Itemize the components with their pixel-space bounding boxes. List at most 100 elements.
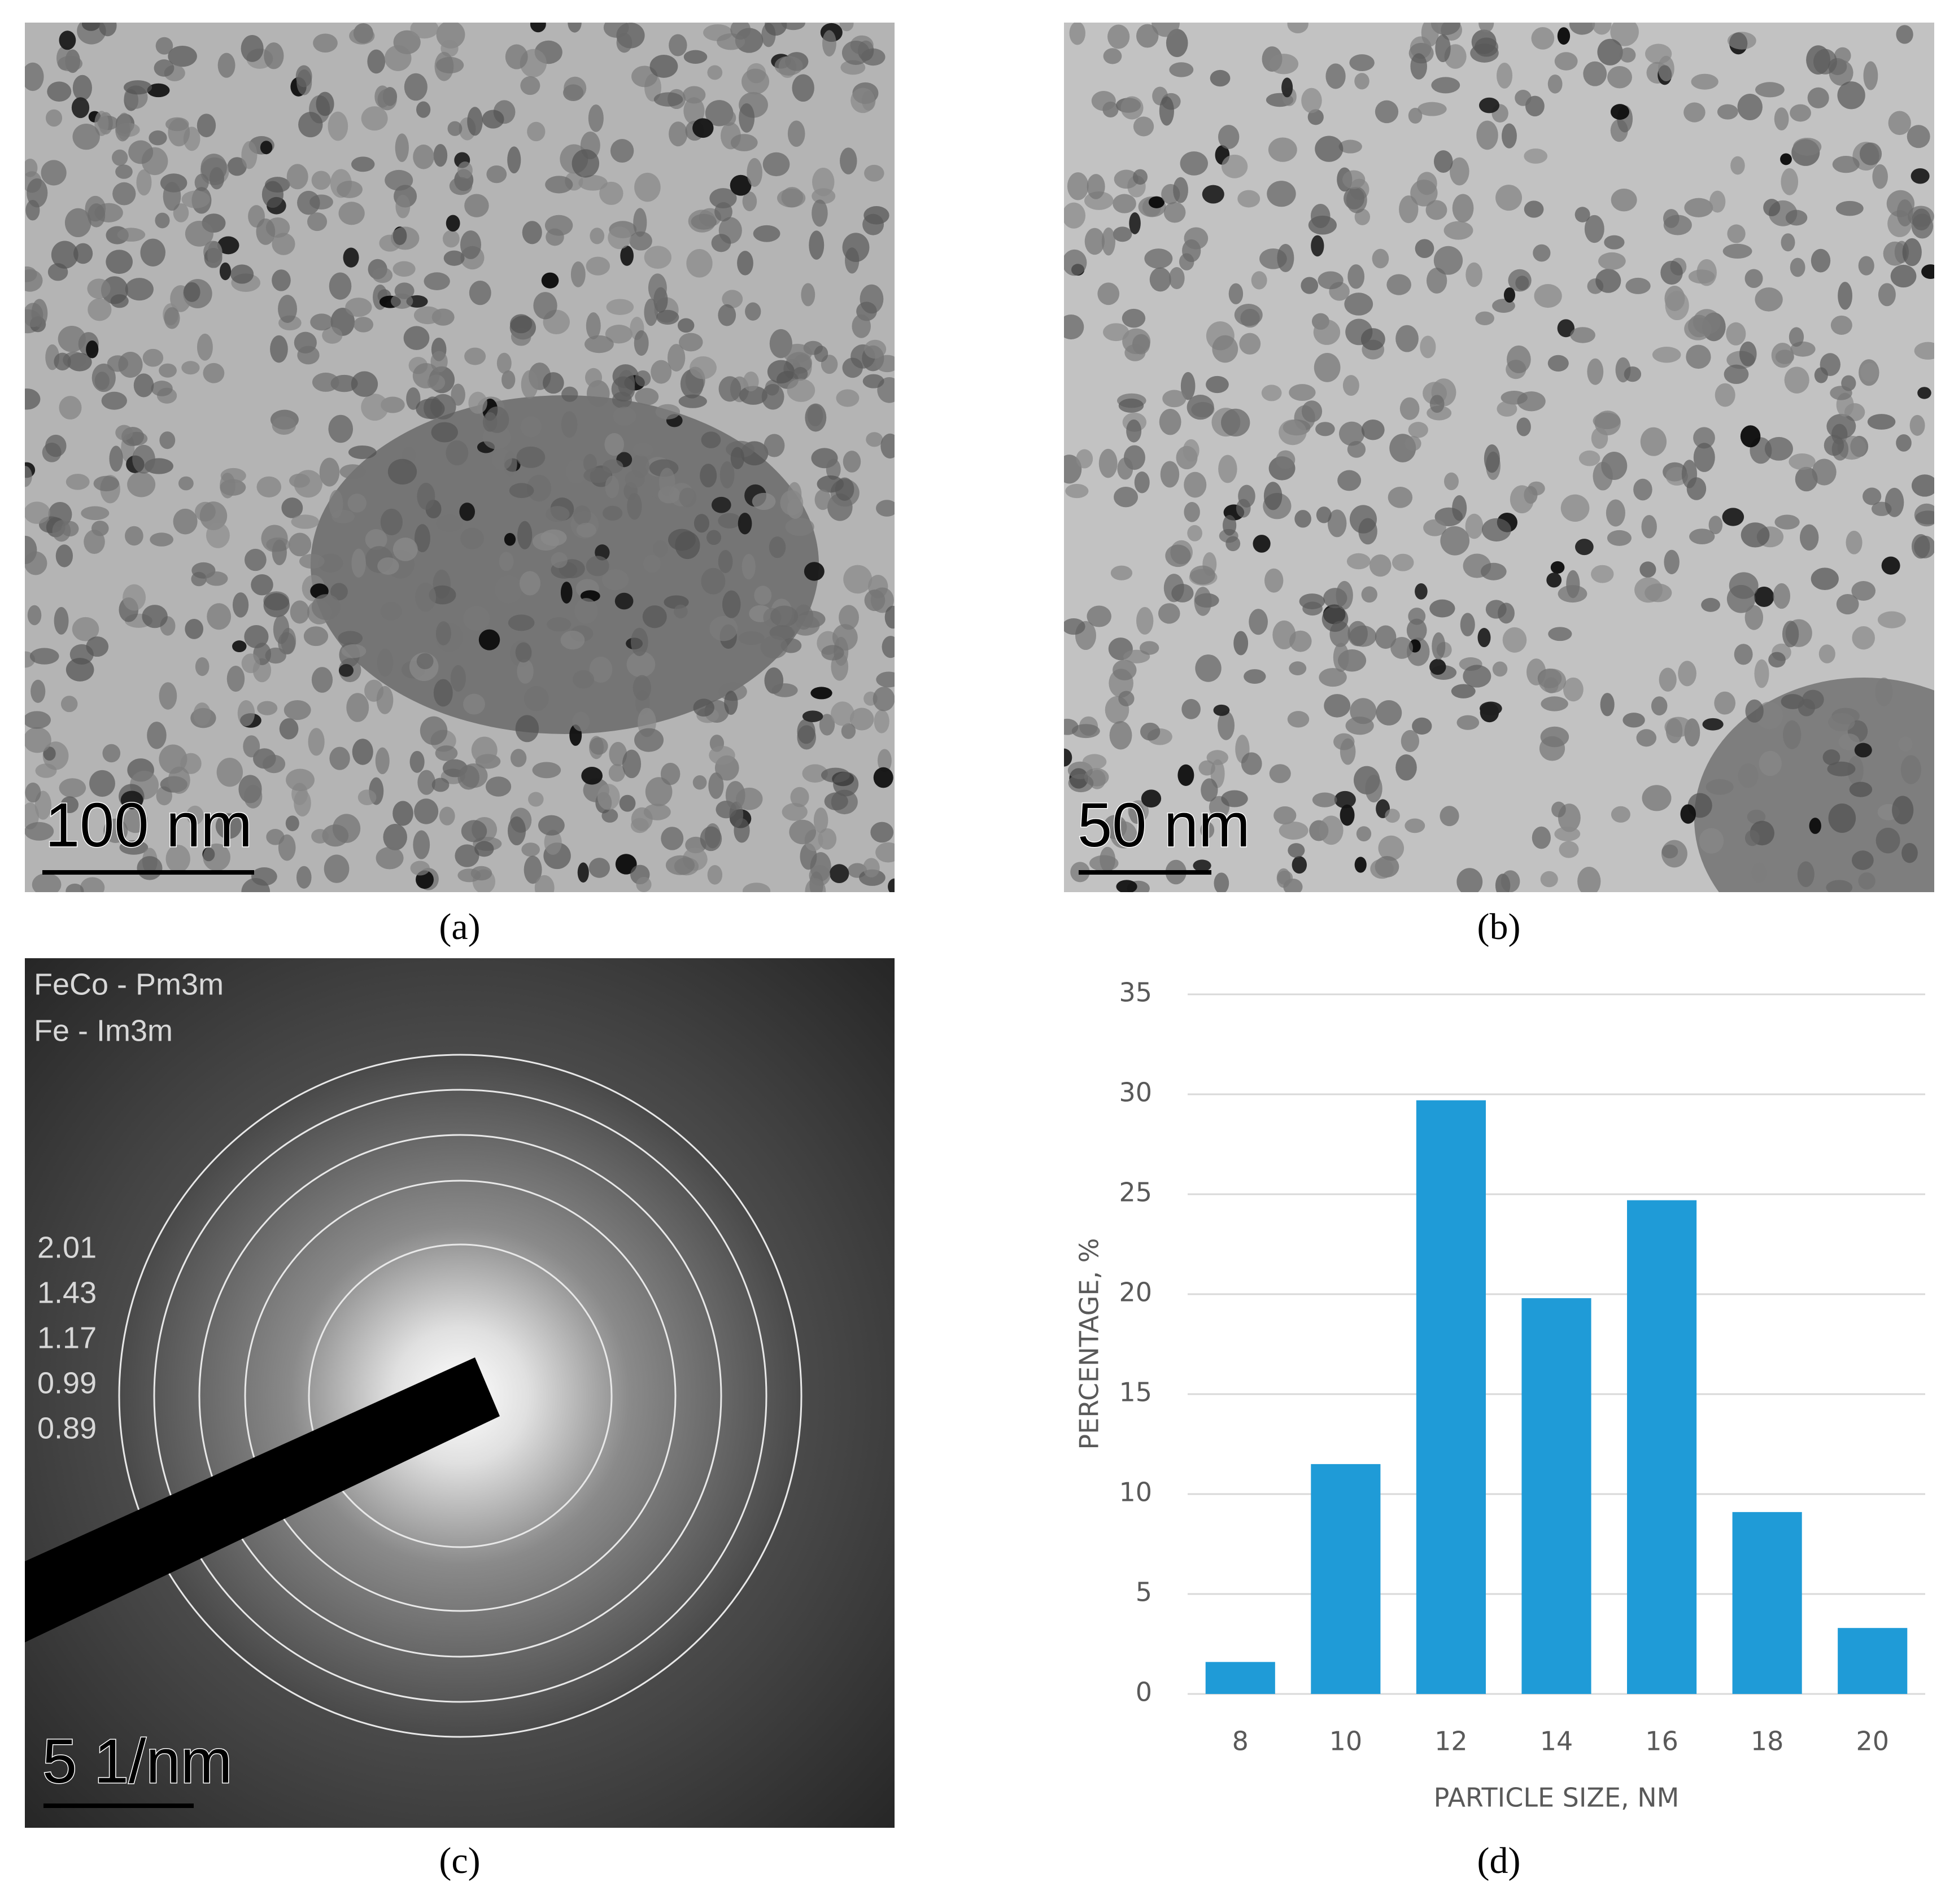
particle [54,352,71,371]
particle [88,203,106,228]
particle [1405,436,1421,451]
particle [446,215,460,232]
particle [311,171,331,190]
particle [297,346,320,365]
particle [1912,208,1931,231]
particle [109,446,123,472]
particle [765,23,787,36]
particle [59,396,82,420]
particle [278,834,296,861]
particle [1852,626,1876,650]
particle [1279,821,1309,840]
particle [1722,508,1744,526]
particle [413,145,434,169]
particle [1822,749,1840,766]
particle [1287,23,1309,34]
particle [168,45,197,67]
particle [256,218,276,245]
particle [1091,91,1116,111]
particle [1133,116,1154,137]
particle [1610,104,1629,120]
particle [241,653,260,674]
particle [585,368,603,387]
particle [219,262,232,281]
particle [801,283,815,307]
particle [1152,23,1180,37]
particle [1771,342,1794,368]
particle [1896,25,1913,44]
particle [133,373,154,398]
y-tick-label: 0 [1136,1677,1152,1708]
particle [1914,535,1934,558]
particle [1501,870,1520,892]
particle [526,474,552,502]
particle [678,394,707,408]
particle [1634,577,1663,603]
particle [1064,202,1086,229]
particle [431,422,458,443]
particle [237,700,255,727]
particle [1837,81,1865,110]
particle [1744,829,1760,846]
particle [136,169,152,196]
particle [888,878,895,892]
particle [711,234,731,252]
particle [683,50,708,64]
particle [1851,850,1874,870]
particle [1479,701,1502,716]
particle [71,97,90,119]
particle [730,174,752,196]
particle [1221,790,1248,807]
particle [718,376,742,402]
particle [524,686,549,711]
particle [516,446,546,468]
particle [1548,627,1572,641]
particle [863,858,880,877]
particle [660,762,681,785]
particle [1338,139,1362,154]
particle [413,306,442,325]
particle [1184,227,1209,250]
particle [263,754,286,774]
particle [605,475,620,499]
particle [1764,436,1793,461]
particle [522,221,542,244]
particle [1342,170,1366,189]
particle [311,667,333,693]
particle [1558,585,1587,603]
particle [1739,341,1757,366]
particle [272,233,295,255]
particle [1180,372,1196,400]
particle [1830,315,1852,335]
particle [700,464,717,488]
particle [634,728,664,752]
particles [25,23,895,892]
particle [1659,667,1677,692]
particle [72,123,100,150]
particle [72,75,92,101]
particle [41,160,67,186]
particle [877,749,892,772]
particle [1312,792,1337,807]
particle [1539,736,1565,761]
particle [1218,711,1235,740]
particle [1547,74,1563,94]
particle [286,768,315,791]
particle [544,829,562,855]
particle [1478,23,1494,33]
particle [257,701,278,715]
particle [207,603,232,630]
particle [380,601,402,621]
particle [322,327,343,344]
particle [774,56,803,76]
particle [1783,720,1802,749]
particle [1541,696,1568,711]
particle [1835,200,1864,216]
particle [718,513,742,529]
particle [601,569,629,591]
particle [142,605,168,628]
particle [1619,47,1636,63]
particle [66,474,90,490]
particle [193,702,211,726]
particle [1569,23,1595,35]
